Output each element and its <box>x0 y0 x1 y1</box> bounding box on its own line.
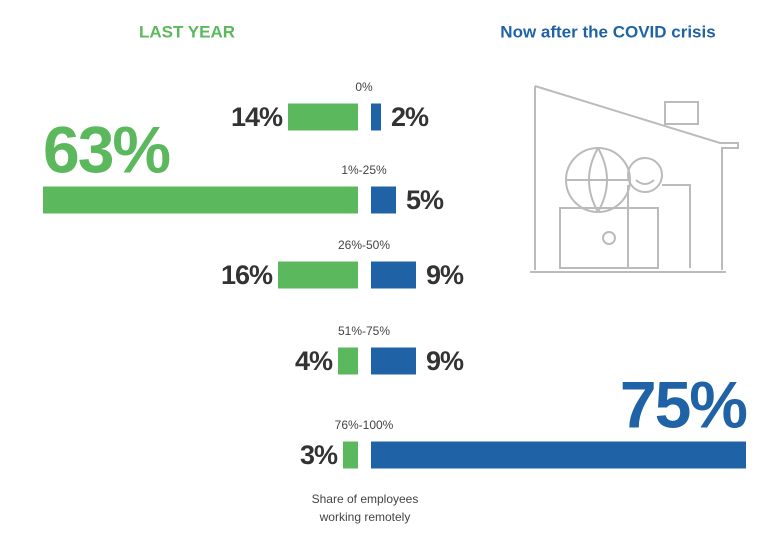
bar <box>43 186 358 214</box>
category-label: 0% <box>355 80 373 94</box>
value-label: 3% <box>300 440 338 470</box>
series-header: LAST YEAR <box>139 22 235 41</box>
bar <box>288 103 358 131</box>
value-label: 2% <box>391 102 429 132</box>
category-label: 26%-50% <box>338 238 390 252</box>
bar <box>338 347 358 375</box>
value-label: 16% <box>221 260 273 290</box>
bar <box>371 103 381 131</box>
category-label: 51%-75% <box>338 324 390 338</box>
category-label: 1%-25% <box>341 163 387 177</box>
bar <box>371 261 416 289</box>
illustration <box>530 85 739 273</box>
bar <box>371 441 746 469</box>
value-label: 63% <box>43 112 169 186</box>
value-label: 75% <box>620 367 746 441</box>
x-axis-label: Share of employees <box>312 492 419 506</box>
bar <box>343 441 358 469</box>
series-header: Now after the COVID crisis <box>500 22 715 41</box>
category-label: 76%-100% <box>335 418 394 432</box>
value-label: 4% <box>295 346 333 376</box>
bar <box>371 186 396 214</box>
x-axis-label: working remotely <box>319 510 411 524</box>
value-label: 9% <box>426 346 464 376</box>
bar <box>371 347 416 375</box>
value-label: 9% <box>426 260 464 290</box>
bar <box>278 261 358 289</box>
value-label: 5% <box>406 185 444 215</box>
value-label: 14% <box>231 102 283 132</box>
